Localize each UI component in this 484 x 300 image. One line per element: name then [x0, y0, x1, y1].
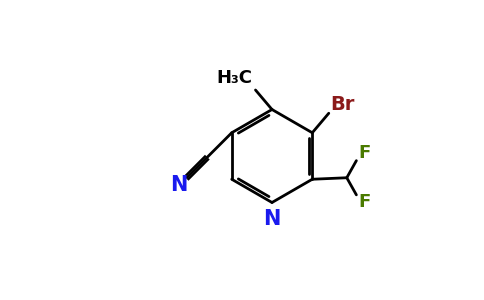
Text: N: N [170, 175, 187, 195]
Text: F: F [359, 144, 371, 162]
Text: Br: Br [330, 95, 354, 114]
Text: H₃C: H₃C [216, 69, 253, 87]
Text: N: N [263, 209, 281, 229]
Text: F: F [359, 194, 371, 211]
